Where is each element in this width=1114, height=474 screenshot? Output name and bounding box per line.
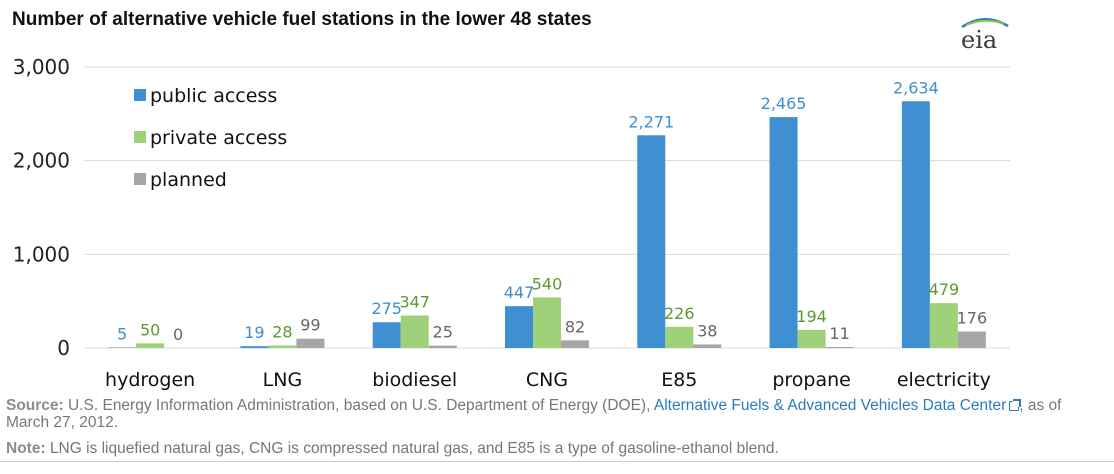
- x-tick-label: hydrogen: [105, 369, 195, 391]
- data-label: 25: [433, 323, 453, 342]
- x-tick-label: propane: [772, 369, 851, 391]
- source-suffix: , as of March 27, 2012.: [6, 397, 1062, 431]
- x-tick-label: biodiesel: [372, 369, 457, 391]
- bar-chart: Number of alternative vehicle fuel stati…: [12, 9, 1010, 391]
- bar-E85-private-access: [665, 326, 694, 348]
- note: Note: LNG is liquefied natural gas, CNG …: [6, 440, 1106, 457]
- y-tick-label: 0: [57, 336, 70, 360]
- data-label: 2,465: [761, 94, 807, 113]
- bar-propane-public-access: [769, 117, 798, 348]
- eia-logo: eia: [961, 18, 1009, 54]
- bar-electricity-private-access: [929, 303, 958, 348]
- note-label: Note:: [6, 440, 46, 457]
- data-label: 2,634: [893, 78, 939, 97]
- legend: public access private access planned: [134, 85, 287, 191]
- x-axis: hydrogen LNG biodiesel CNG E85 propane electri…: [105, 369, 991, 391]
- legend-swatch: [134, 89, 146, 101]
- bar-CNG-planned: [561, 340, 589, 348]
- bar-LNG-public-access: [240, 346, 269, 348]
- chart-title: Number of alternative vehicle fuel stati…: [12, 9, 592, 30]
- data-label: 82: [565, 317, 585, 336]
- bar-propane-private-access: [797, 329, 826, 348]
- bar-LNG-planned: [296, 338, 325, 348]
- data-label: 540: [532, 274, 563, 293]
- y-axis: 0 1,000 2,000 3,000: [13, 55, 70, 360]
- data-label: 226: [664, 304, 695, 323]
- bar-electricity-planned: [957, 331, 986, 348]
- data-label: 176: [957, 309, 988, 328]
- bars: [108, 101, 986, 348]
- legend-swatch: [134, 131, 146, 143]
- source-label: Source:: [6, 397, 64, 414]
- bar-propane-planned: [825, 346, 854, 348]
- data-label: 28: [272, 322, 292, 341]
- x-tick-label: E85: [661, 369, 697, 391]
- data-label: 11: [829, 324, 849, 343]
- data-label: 447: [504, 283, 535, 302]
- legend-label: private access: [150, 127, 287, 149]
- source-text: U.S. Energy Information Administration, …: [63, 397, 654, 414]
- y-tick-label: 3,000: [13, 55, 70, 79]
- bottom-divider: [0, 461, 1114, 462]
- bar-CNG-private-access: [533, 297, 561, 348]
- data-label: 0: [173, 325, 183, 344]
- data-label: 275: [371, 299, 402, 318]
- legend-label: planned: [150, 169, 227, 191]
- data-label: 99: [300, 316, 320, 335]
- bar-E85-planned: [693, 344, 722, 348]
- bar-biodiesel-public-access: [372, 322, 401, 348]
- data-label: 38: [697, 321, 717, 340]
- bar-biodiesel-planned: [428, 345, 457, 348]
- data-label: 479: [929, 280, 960, 299]
- legend-label: public access: [150, 85, 277, 107]
- y-tick-label: 2,000: [13, 149, 70, 173]
- source-link[interactable]: Alternative Fuels & Advanced Vehicles Da…: [653, 397, 1007, 414]
- x-tick-label: CNG: [526, 369, 568, 391]
- eia-logo-text: eia: [961, 26, 997, 54]
- bar-biodiesel-private-access: [400, 315, 429, 348]
- data-label: 2,271: [628, 112, 674, 131]
- source-note: Source: U.S. Energy Information Administ…: [6, 397, 1106, 431]
- bar-electricity-public-access: [901, 101, 930, 348]
- x-tick-label: LNG: [263, 369, 303, 391]
- data-label: 347: [399, 292, 430, 311]
- data-label: 5: [117, 325, 127, 344]
- bar-E85-public-access: [637, 135, 666, 348]
- y-tick-label: 1,000: [13, 242, 70, 266]
- x-tick-label: electricity: [897, 369, 991, 391]
- note-text: LNG is liquefied natural gas, CNG is com…: [45, 440, 779, 457]
- bar-CNG-public-access: [505, 306, 533, 348]
- data-label: 19: [244, 323, 264, 342]
- bar-hydrogen-private-access: [136, 343, 165, 348]
- legend-swatch: [134, 173, 146, 185]
- data-label: 194: [796, 307, 827, 326]
- data-label: 50: [140, 320, 160, 339]
- bar-LNG-private-access: [268, 345, 297, 348]
- external-link-icon[interactable]: [1009, 399, 1022, 411]
